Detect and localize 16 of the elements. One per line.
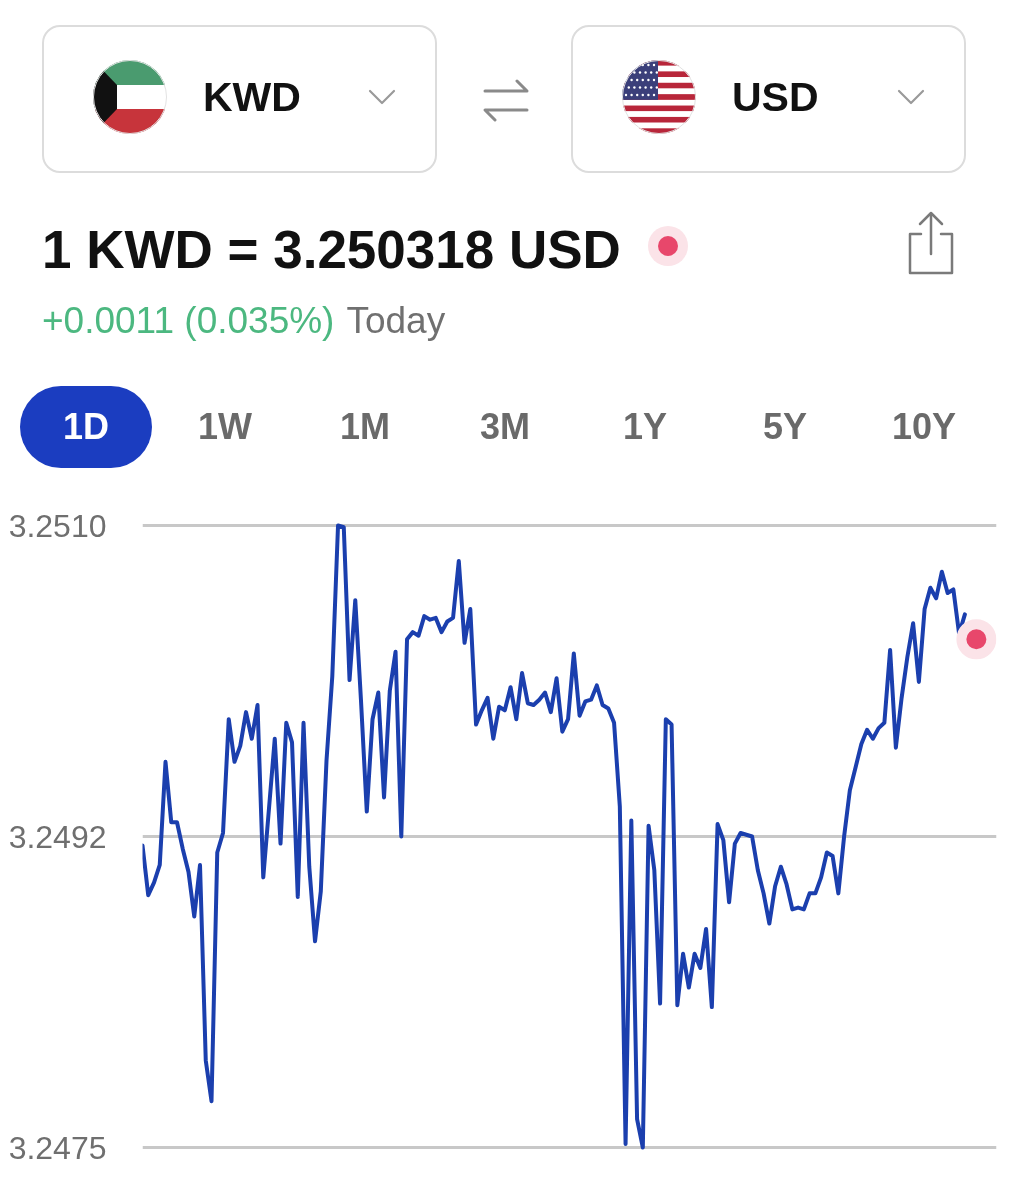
chart-title: 1 KWD = 3.250318 USD — [42, 219, 621, 282]
text: 1W — [198, 405, 252, 450]
line-series — [142, 523, 967, 1150]
text: 1D — [62, 405, 110, 450]
text: 1M — [339, 405, 390, 450]
text: KWD — [203, 72, 301, 122]
text: 5Y — [762, 405, 808, 450]
text: Today — [346, 298, 446, 343]
y-tick-label: 3.2475 — [8, 1129, 107, 1166]
chart-subtitle: +0.0011 (0.035%) — [42, 298, 335, 343]
y-tick-label: 3.2510 — [8, 507, 107, 544]
text: 3M — [479, 405, 530, 450]
text: 1Y — [622, 405, 668, 450]
text: 10Y — [891, 405, 957, 450]
y-tick-label: 3.2492 — [8, 818, 107, 855]
text: USD — [732, 72, 819, 122]
